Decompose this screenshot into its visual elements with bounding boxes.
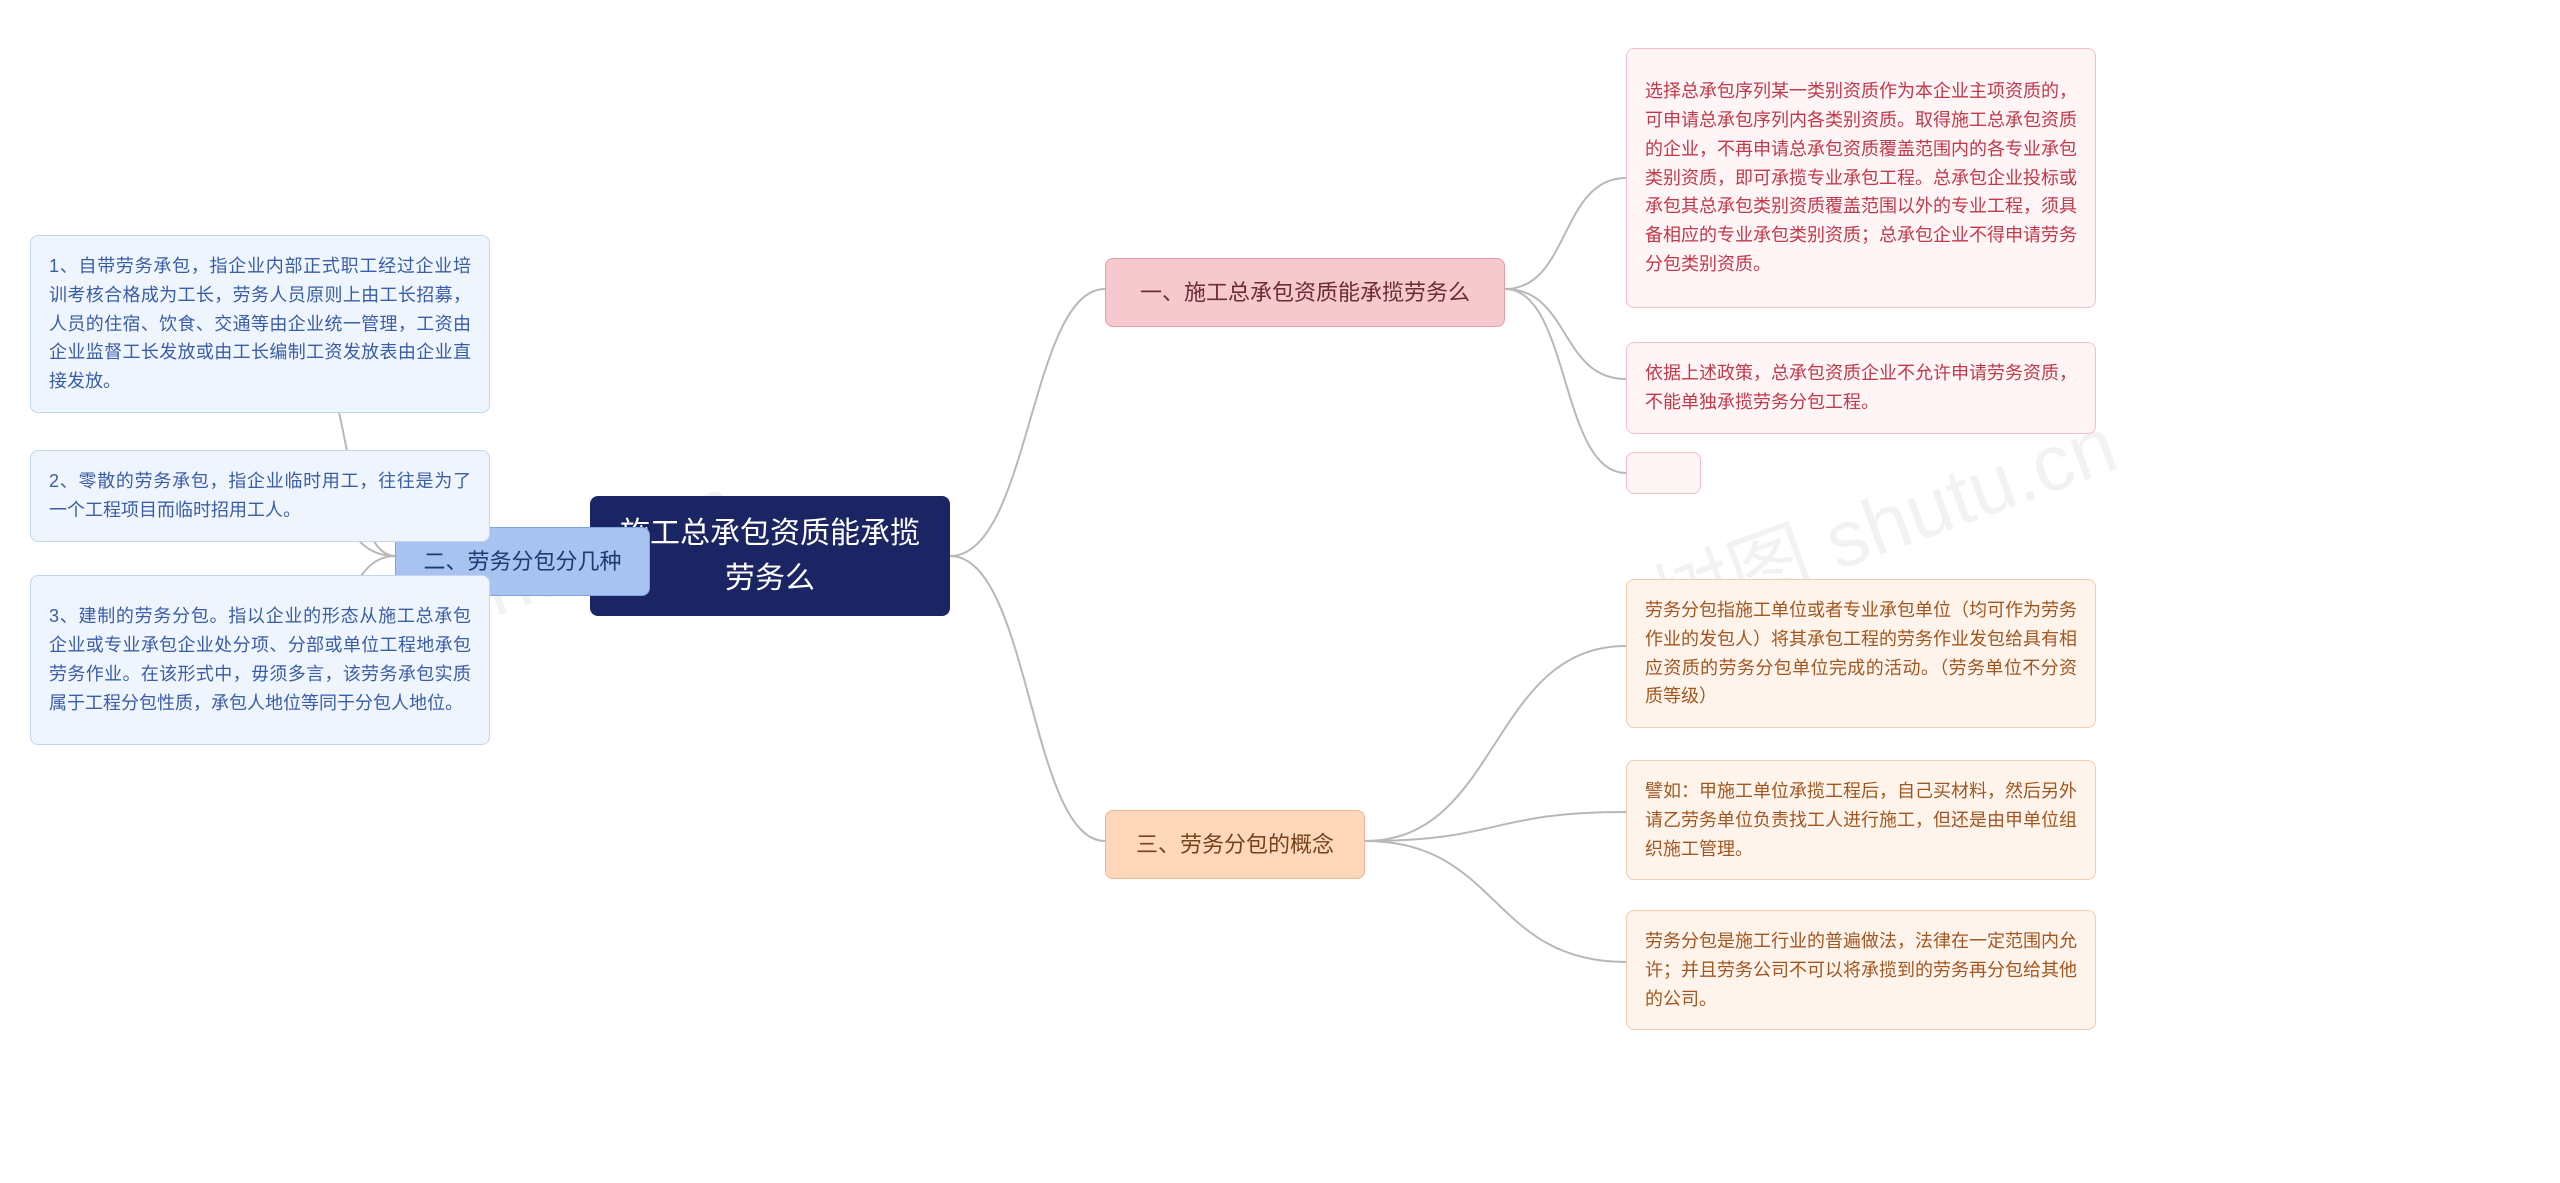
branch-3-leaf-2[interactable]: 譬如：甲施工单位承揽工程后，自己买材料，然后另外请乙劳务单位负责找工人进行施工，… [1626,760,2096,880]
branch-2-leaf-2[interactable]: 2、零散的劳务承包，指企业临时用工，往往是为了一个工程项目而临时招用工人。 [30,450,490,542]
branch-2-leaf-1[interactable]: 1、自带劳务承包，指企业内部正式职工经过企业培训考核合格成为工长，劳务人员原则上… [30,235,490,413]
branch-1-leaf-1[interactable]: 选择总承包序列某一类别资质作为本企业主项资质的，可申请总承包序列内各类别资质。取… [1626,48,2096,308]
branch-1[interactable]: 一、施工总承包资质能承揽劳务么 [1105,258,1505,327]
branch-2-leaf-3[interactable]: 3、建制的劳务分包。指以企业的形态从施工总承包企业或专业承包企业处分项、分部或单… [30,575,490,745]
branch-3-leaf-1[interactable]: 劳务分包指施工单位或者专业承包单位（均可作为劳务作业的发包人）将其承包工程的劳务… [1626,579,2096,728]
branch-1-leaf-2[interactable]: 依据上述政策，总承包资质企业不允许申请劳务资质，不能单独承揽劳务分包工程。 [1626,342,2096,434]
mindmap-canvas: { "watermarks": ["树图 shutu.cn","树图 shutu… [0,0,2560,1183]
branch-3-leaf-3[interactable]: 劳务分包是施工行业的普遍做法，法律在一定范围内允许；并且劳务公司不可以将承揽到的… [1626,910,2096,1030]
branch-1-leaf-3[interactable] [1626,452,1701,494]
branch-3[interactable]: 三、劳务分包的概念 [1105,810,1365,879]
